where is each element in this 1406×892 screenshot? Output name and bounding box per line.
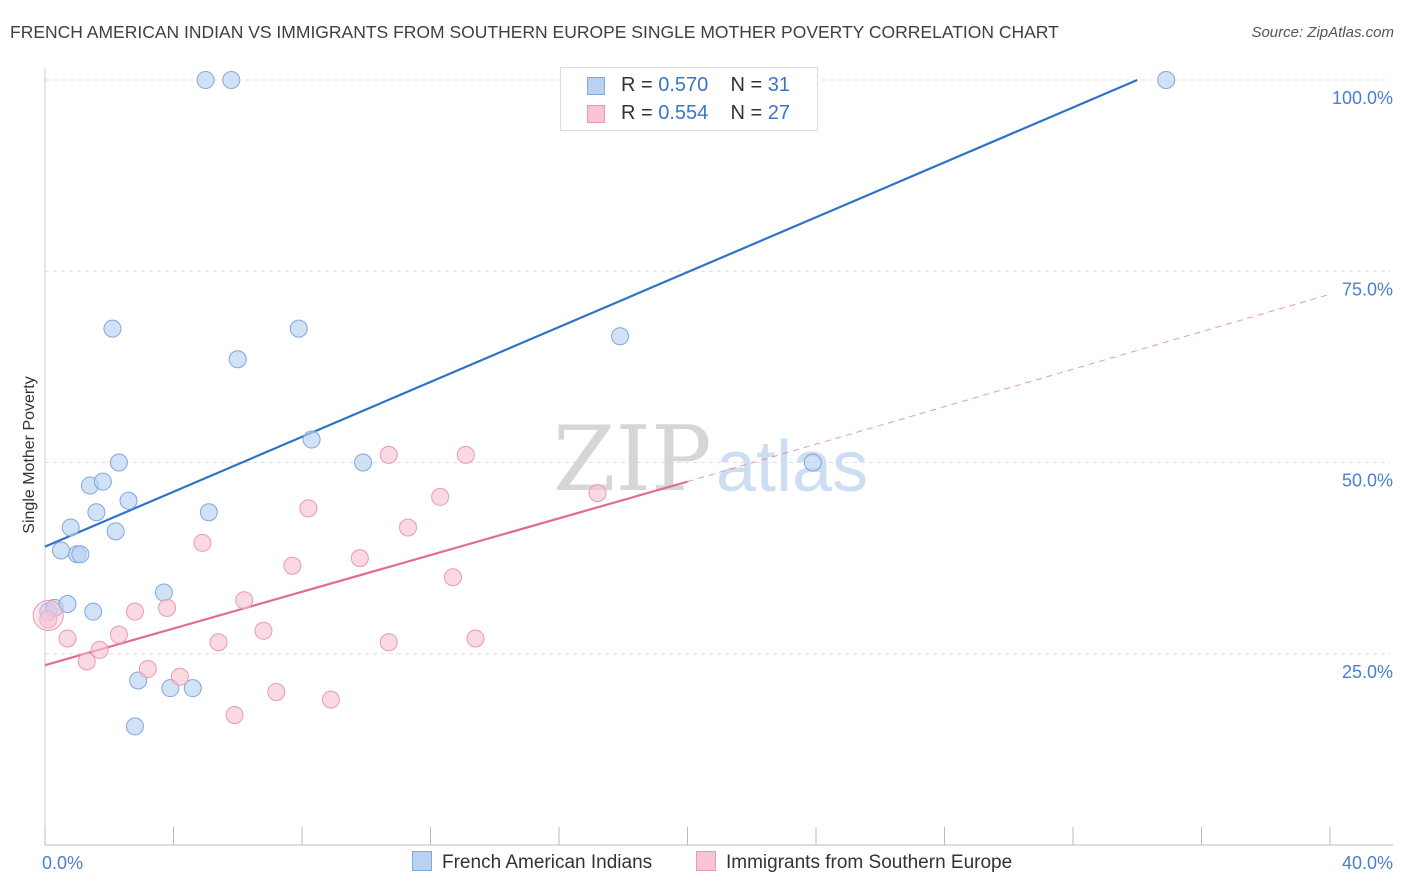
point-french-american-indians: [289, 319, 308, 338]
legend-n-label-2: N =: [730, 102, 763, 124]
point-immigrants-southern-europe: [443, 568, 462, 587]
point-immigrants-southern-europe: [170, 667, 189, 686]
point-immigrants-southern-europe: [235, 591, 254, 610]
y-tick-label: 100.0%: [1332, 88, 1393, 108]
point-french-american-indians: [611, 327, 630, 346]
legend-label-immigrants-southern-europe: Immigrants from Southern Europe: [726, 852, 1013, 873]
point-immigrants-southern-europe: [466, 629, 485, 648]
trend-extension-pink: [687, 293, 1331, 483]
legend-n-value-2: 27: [767, 102, 791, 124]
point-french-american-indians: [228, 350, 247, 369]
point-french-american-indians: [183, 679, 202, 698]
legend-label-french-american-indians: French American Indians: [442, 852, 653, 873]
point-french-american-indians: [93, 472, 112, 491]
point-immigrants-southern-europe: [209, 633, 228, 652]
point-french-american-indians: [84, 602, 103, 621]
y-tick-label: 50.0%: [1342, 471, 1393, 491]
watermark-atlas: atlas: [716, 427, 868, 507]
point-immigrants-southern-europe: [283, 556, 302, 575]
point-immigrants-southern-europe: [39, 610, 58, 629]
legend-r-label-2: R =: [621, 102, 653, 124]
watermark-zip: ZIP: [553, 407, 712, 512]
point-french-american-indians: [222, 71, 241, 89]
point-immigrants-southern-europe: [158, 598, 177, 617]
legend-item-immigrants-southern-europe: Immigrants from Southern Europe: [696, 851, 1012, 874]
point-french-american-indians: [199, 503, 218, 522]
point-cluster-highlight: [32, 600, 64, 631]
trend-line-pink: [44, 480, 688, 667]
point-immigrants-southern-europe: [350, 549, 369, 568]
point-immigrants-southern-europe: [321, 690, 340, 709]
chart-title: FRENCH AMERICAN INDIAN VS IMMIGRANTS FRO…: [10, 22, 1059, 42]
point-french-american-indians: [106, 522, 125, 541]
point-french-american-indians: [103, 319, 122, 338]
point-immigrants-southern-europe: [125, 602, 144, 621]
y-axis-title: Single Mother Poverty: [21, 376, 38, 533]
gridlines: [45, 79, 1390, 655]
point-french-american-indians: [196, 71, 215, 89]
legend-n-value-1: 31: [767, 74, 791, 96]
point-immigrants-southern-europe: [138, 660, 157, 679]
legend-item-french-american-indians: French American Indians: [412, 851, 652, 874]
point-immigrants-southern-europe: [379, 633, 398, 652]
point-immigrants-southern-europe: [225, 705, 244, 724]
point-immigrants-southern-europe: [254, 621, 273, 640]
point-french-american-indians: [52, 541, 71, 560]
legend-r-value-1: 0.570: [658, 74, 709, 96]
y-tick-label: 75.0%: [1342, 279, 1393, 299]
point-french-american-indians: [302, 430, 321, 449]
point-immigrants-southern-europe: [588, 484, 607, 503]
trend-line-blue: [44, 78, 1138, 548]
legend-n-label-1: N =: [730, 74, 763, 96]
point-french-american-indians: [87, 503, 106, 522]
point-french-american-indians: [71, 545, 90, 564]
point-immigrants-southern-europe: [267, 683, 286, 701]
point-immigrants-southern-europe: [193, 533, 212, 552]
legend-swatch-french-american-indians: [412, 851, 432, 871]
point-french-american-indians: [58, 595, 77, 614]
point-french-american-indians: [119, 491, 138, 510]
point-french-american-indians: [154, 583, 173, 602]
point-french-american-indians: [125, 717, 144, 736]
point-french-american-indians: [803, 453, 822, 472]
x-tick-label: 40.0%: [1342, 853, 1393, 873]
point-immigrants-southern-europe: [77, 652, 96, 671]
correlation-legend: R = 0.570 N = 31 R = 0.554 N = 27: [560, 67, 818, 131]
tick-labels: 25.0% 50.0% 75.0% 100.0% 0.0% 40.0%: [42, 88, 1393, 873]
point-french-american-indians: [354, 453, 373, 472]
axes: [44, 68, 1393, 846]
point-immigrants-southern-europe: [90, 640, 109, 659]
point-french-american-indians: [109, 453, 128, 472]
point-immigrants-southern-europe: [109, 625, 128, 644]
legend-swatch-immigrants-southern-europe: [696, 851, 716, 871]
source-label: Source: ZipAtlas.com: [1251, 24, 1394, 41]
point-immigrants-southern-europe: [379, 445, 398, 464]
point-french-american-indians: [1157, 71, 1176, 89]
data-points: [32, 71, 1176, 736]
point-immigrants-southern-europe: [456, 445, 475, 464]
legend-r-value-2: 0.554: [658, 102, 709, 124]
point-immigrants-southern-europe: [431, 487, 450, 506]
point-french-american-indians: [161, 679, 180, 698]
legend-swatch-blue: [587, 77, 605, 95]
point-french-american-indians: [129, 671, 148, 690]
legend-swatch-pink: [587, 105, 605, 123]
trend-lines: [44, 78, 1331, 667]
point-immigrants-southern-europe: [299, 499, 318, 518]
point-immigrants-southern-europe: [58, 629, 77, 648]
x-tick-label: 0.0%: [42, 853, 83, 873]
point-immigrants-southern-europe: [399, 518, 418, 537]
point-french-american-indians: [61, 518, 80, 537]
y-tick-label: 25.0%: [1342, 662, 1393, 682]
legend-r-label-1: R =: [621, 74, 653, 96]
